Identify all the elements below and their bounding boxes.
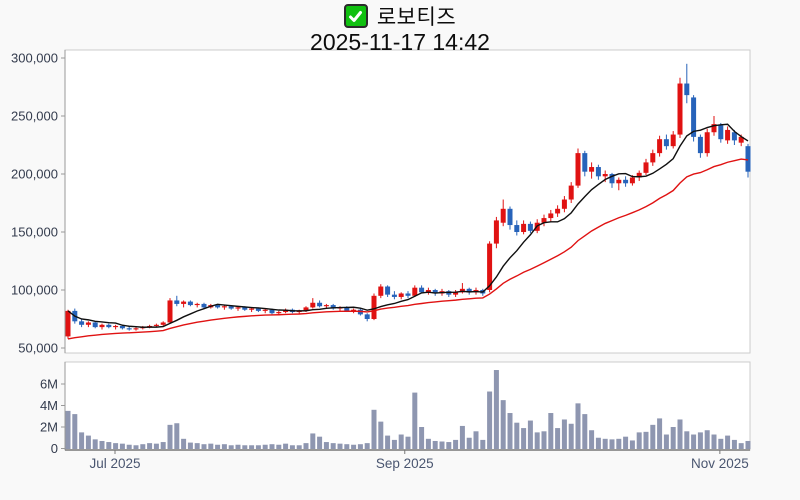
chart-timestamp: 2025-11-17 14:42 (310, 29, 490, 55)
svg-text:4M: 4M (40, 398, 58, 413)
svg-text:Nov 2025: Nov 2025 (691, 456, 749, 471)
svg-text:0: 0 (51, 441, 58, 456)
svg-text:2M: 2M (40, 420, 58, 435)
stock-symbol-label: 로보티즈 (376, 6, 457, 29)
svg-text:200,000: 200,000 (11, 167, 58, 182)
svg-text:50,000: 50,000 (18, 341, 58, 356)
svg-text:150,000: 150,000 (11, 225, 58, 240)
svg-text:Sep 2025: Sep 2025 (376, 456, 434, 471)
chart-title-row: 로보티즈 (0, 4, 800, 29)
svg-text:100,000: 100,000 (11, 283, 58, 298)
svg-text:6M: 6M (40, 377, 58, 392)
checkmark-icon (349, 10, 363, 22)
svg-text:300,000: 300,000 (11, 51, 58, 66)
svg-text:Jul 2025: Jul 2025 (89, 456, 140, 471)
checked-checkbox-icon[interactable] (343, 4, 368, 28)
svg-text:250,000: 250,000 (11, 109, 58, 124)
